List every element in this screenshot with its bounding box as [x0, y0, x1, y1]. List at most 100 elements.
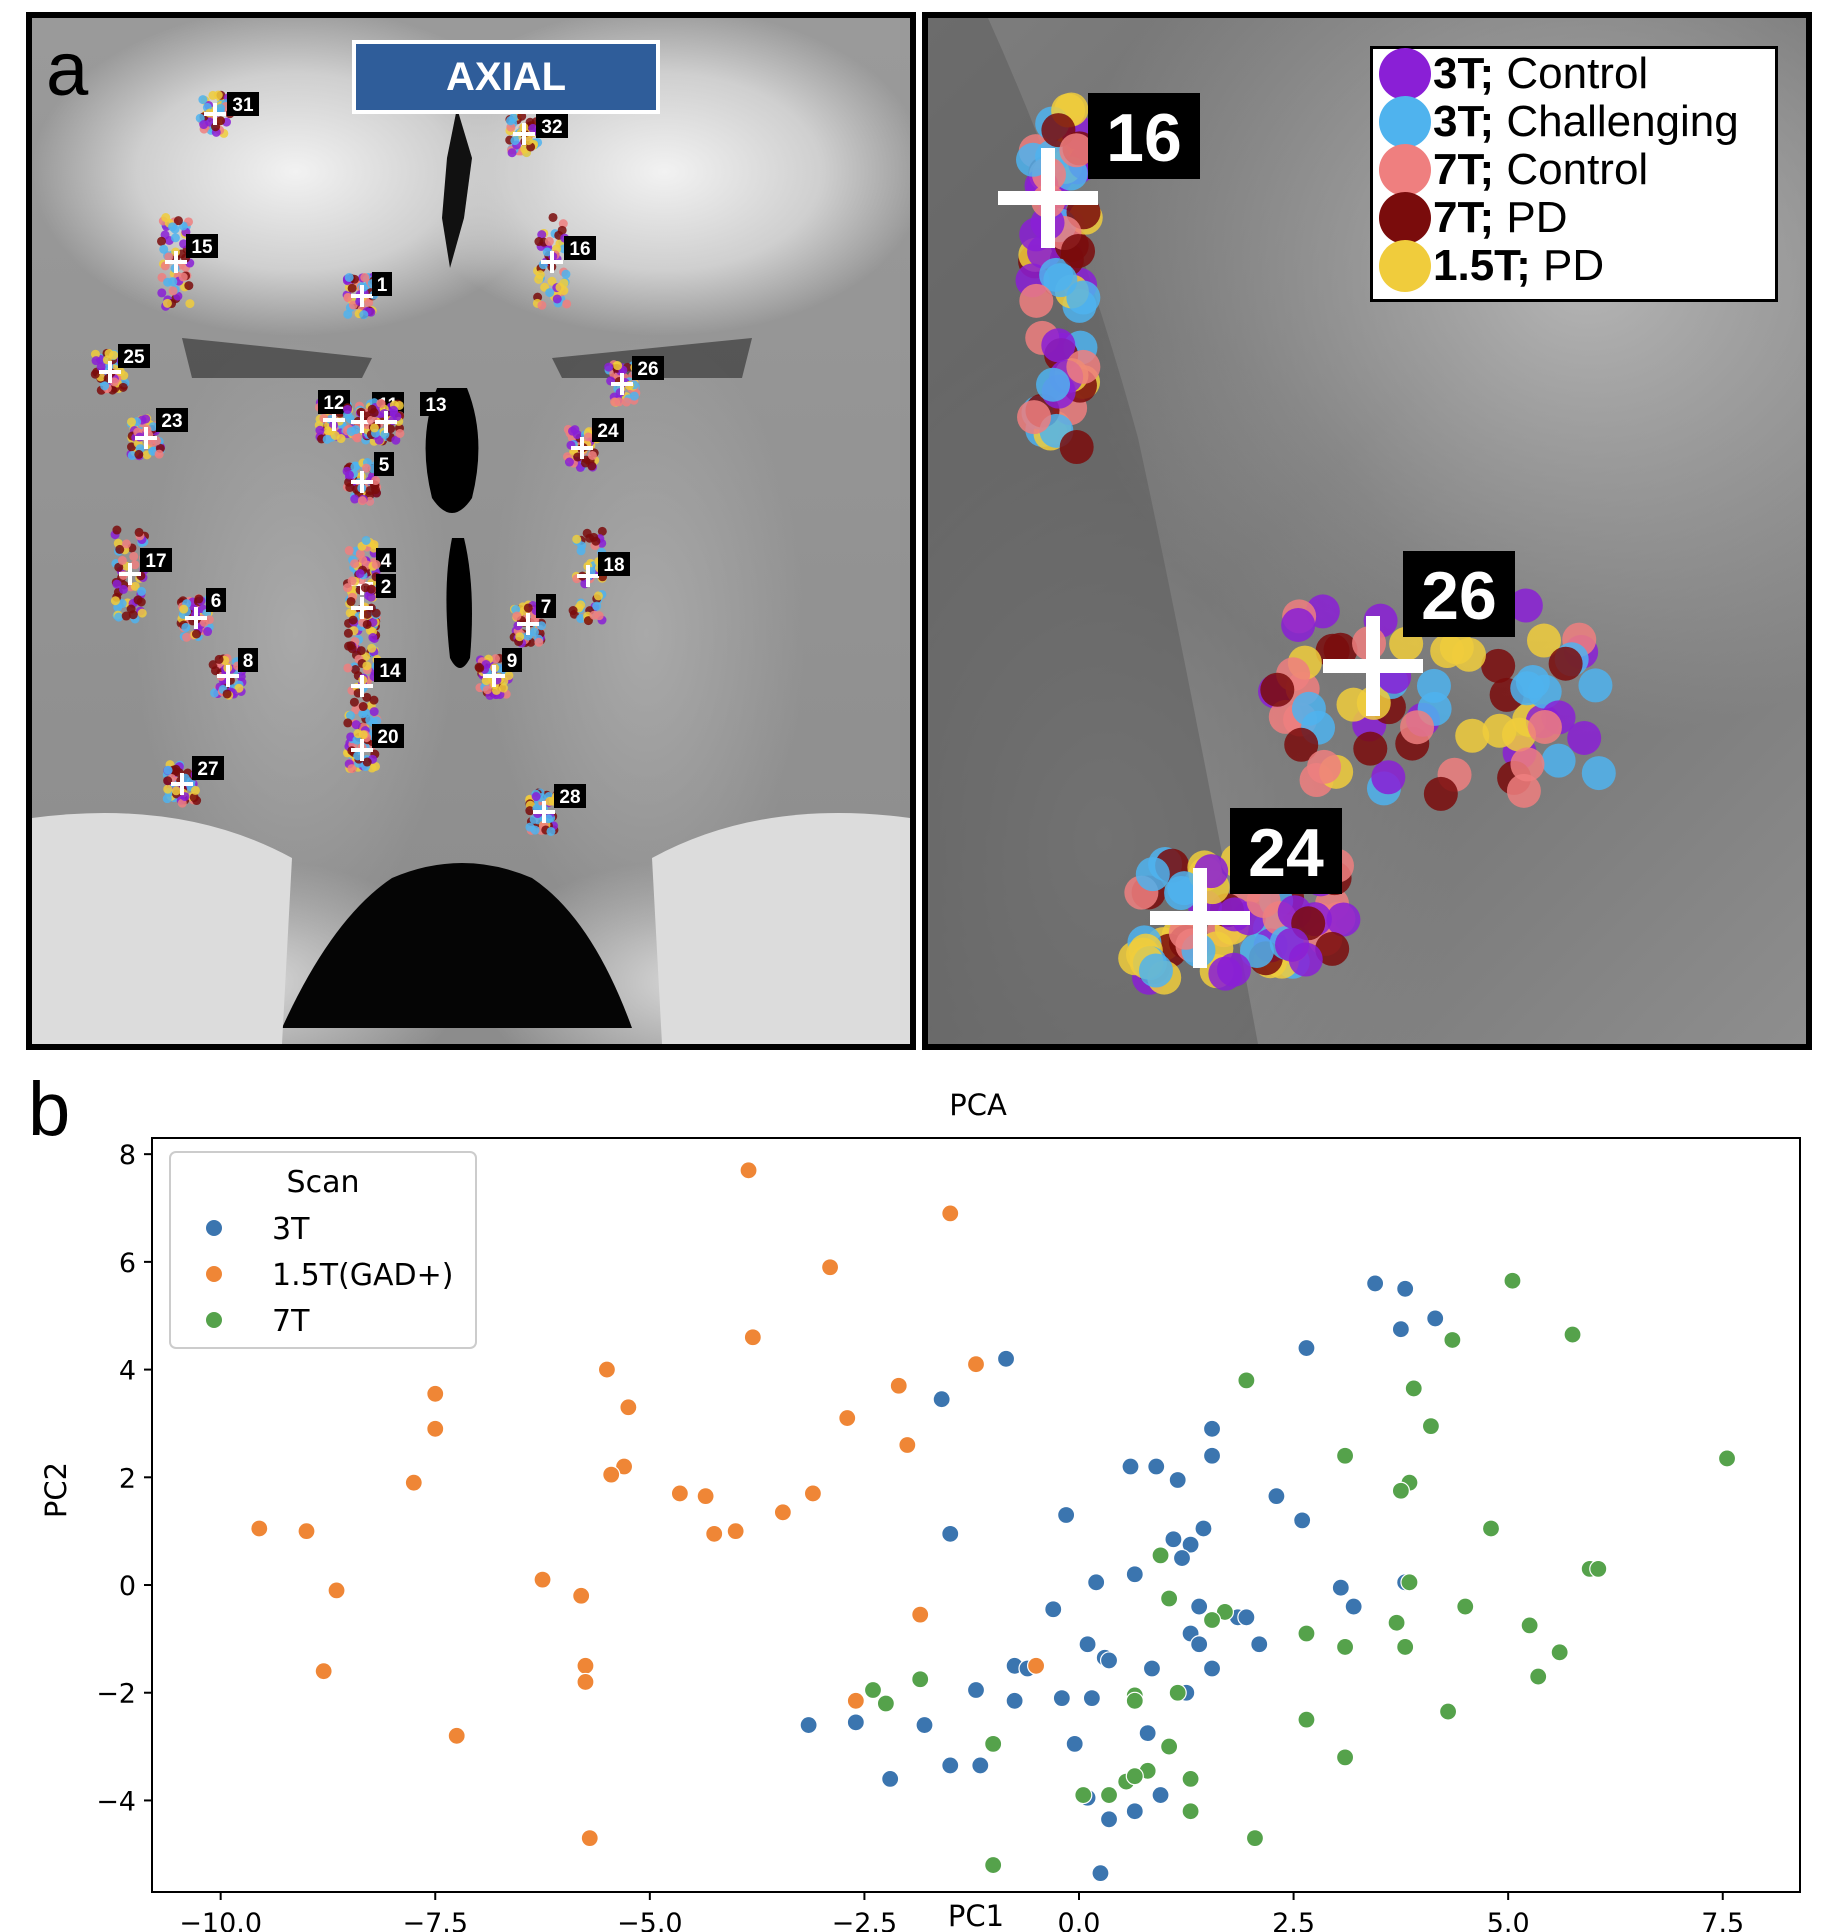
- landmark-point: [350, 665, 360, 675]
- landmark-point: [610, 397, 620, 407]
- landmark-point: [362, 692, 372, 702]
- scatter-point: [1717, 1449, 1737, 1468]
- landmark-point: [181, 622, 191, 632]
- y-tick-label: −4: [96, 1786, 136, 1817]
- landmark-point: [544, 236, 554, 246]
- zoom-point: [1541, 743, 1576, 778]
- landmark-point: [475, 663, 485, 673]
- landmark-point: [213, 90, 223, 100]
- landmark-point: [537, 300, 547, 310]
- scatter-point: [314, 1662, 333, 1681]
- landmark-point: [199, 120, 209, 130]
- legend-scanner-7t-pd: 7T;: [1433, 193, 1495, 242]
- scatter-point: [1078, 1635, 1097, 1654]
- scatter-point: [1443, 1330, 1462, 1350]
- landmark-6: 6: [176, 588, 226, 642]
- scatter-point: [1164, 1530, 1183, 1549]
- scatter-point: [803, 1484, 823, 1503]
- landmark-16: 16: [532, 212, 596, 310]
- landmark-point: [109, 377, 119, 387]
- zoom-cross: [998, 148, 1098, 248]
- landmark-point: [128, 610, 138, 620]
- zoom-point: [1036, 367, 1071, 402]
- landmark-point: [490, 654, 500, 664]
- landmark-32: 32: [505, 111, 568, 158]
- landmark-point: [178, 272, 188, 282]
- scatter-point: [863, 1680, 883, 1700]
- scatter-point: [404, 1473, 423, 1492]
- landmark-point: [361, 463, 371, 473]
- scatter-point: [1503, 1271, 1522, 1290]
- landmark-cross: [577, 565, 599, 587]
- scan-legend-title: Scan: [287, 1165, 360, 1200]
- scatter-point: [580, 1829, 599, 1848]
- zoom-point: [1567, 720, 1602, 755]
- zoom-point: [1066, 280, 1101, 315]
- scatter-point: [1181, 1535, 1200, 1554]
- landmark-point: [525, 822, 535, 832]
- landmark-point: [134, 449, 144, 459]
- landmark-point: [216, 116, 226, 126]
- landmark-point: [343, 404, 353, 414]
- scan-legend-dot-15t: [206, 1266, 222, 1282]
- landmark-point: [528, 123, 538, 133]
- landmark-point: [343, 583, 353, 593]
- legend-group-15t-pd: PD: [1530, 241, 1605, 290]
- landmark-label: 8: [243, 651, 254, 672]
- scatter-point: [1391, 1481, 1410, 1500]
- series-3T: [799, 1274, 1445, 1883]
- landmark-point: [558, 219, 568, 229]
- zoom-point: [1326, 902, 1361, 937]
- landmark-point: [572, 534, 582, 544]
- landmark-label: 16: [569, 239, 590, 260]
- landmark-14: 14: [343, 636, 406, 733]
- y-axis-ticks: −4 −2 0 2 4 6 8: [96, 1140, 152, 1817]
- landmark-cross: [171, 773, 193, 795]
- landmark-label-box: [140, 548, 172, 572]
- landmark-point: [171, 786, 181, 796]
- scatter-point: [1091, 1864, 1110, 1883]
- temporal-lobe-right: [652, 813, 910, 1044]
- landmark-18: 18: [568, 526, 630, 626]
- landmark-label-box: [238, 648, 258, 672]
- scatter-point: [1099, 1810, 1119, 1829]
- landmark-point: [364, 298, 374, 308]
- landmark-point: [157, 288, 167, 298]
- scatter-point: [996, 1349, 1016, 1368]
- landmark-point: [523, 603, 533, 613]
- scatter-point: [941, 1756, 960, 1775]
- landmark-point: [361, 535, 371, 545]
- landmark-point: [552, 294, 562, 304]
- landmark-point: [525, 806, 535, 816]
- landmark-point: [163, 784, 173, 794]
- landmark-point: [121, 611, 131, 621]
- x-tick-label: −2.5: [832, 1908, 898, 1932]
- scatter-point: [1168, 1683, 1187, 1702]
- scatter-point: [1529, 1667, 1548, 1686]
- scatter-point: [1396, 1279, 1415, 1298]
- landmark-label-box: [536, 114, 568, 138]
- landmark-label-box: [376, 548, 396, 572]
- landmark-point: [343, 663, 353, 673]
- landmark-label: 14: [379, 661, 401, 682]
- landmark-point: [168, 222, 178, 232]
- scatter-point: [1391, 1320, 1410, 1339]
- landmark-point: [368, 632, 378, 642]
- scatter-point: [1005, 1691, 1024, 1710]
- landmark-point: [582, 528, 592, 538]
- scatter-point: [1160, 1589, 1179, 1608]
- landmark-label-box: [206, 588, 226, 612]
- landmark-point: [371, 476, 381, 486]
- landmark-point: [561, 269, 571, 279]
- scatter-point: [911, 1605, 930, 1624]
- zoom-point: [1548, 646, 1583, 681]
- scatter-point: [1237, 1371, 1256, 1390]
- y-tick-label: 4: [119, 1356, 136, 1387]
- y-tick-label: 6: [119, 1248, 136, 1279]
- scatter-point: [1065, 1734, 1084, 1753]
- legend-row-7t-pd: 7T; PD: [1379, 192, 1567, 244]
- scatter-point: [297, 1522, 316, 1541]
- landmark-point: [184, 281, 194, 291]
- plot-frame: [151, 1137, 1801, 1893]
- y-tick-label: 0: [119, 1571, 136, 1602]
